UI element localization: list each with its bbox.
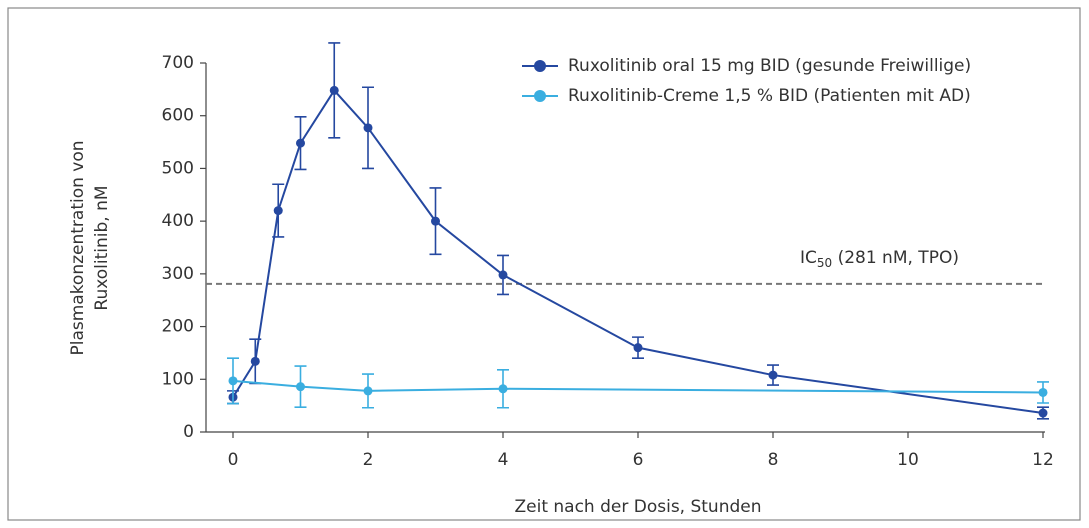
reference-label-part: (281 nM, TPO) (832, 248, 959, 268)
data-point (431, 216, 440, 226)
y-axis-label-line: Ruxolitinib, nM (92, 185, 112, 310)
data-point (296, 138, 305, 148)
data-point (1038, 387, 1048, 397)
y-axis-label: Plasmakonzentration von Ruxolitinib, nM (68, 140, 112, 355)
legend-label: Ruxolitinib oral 15 mg BID (gesunde Frei… (568, 56, 971, 76)
data-point (633, 343, 643, 353)
y-tick-label: 700 (162, 53, 194, 73)
data-point (1038, 408, 1048, 418)
data-point (228, 376, 238, 386)
y-tick-label: 100 (162, 369, 194, 389)
data-point (363, 386, 373, 396)
reference-label: IC50 (281 nM, TPO) (800, 248, 959, 270)
legend-label: Ruxolitinib-Creme 1,5 % BID (Patienten m… (568, 86, 971, 106)
data-point (329, 85, 339, 95)
y-tick-label: 500 (162, 158, 194, 178)
y-tick-label: 300 (162, 264, 194, 284)
x-tick-label: 6 (633, 450, 644, 470)
x-tick-label: 0 (228, 450, 239, 470)
reference-label-part: IC (800, 248, 817, 268)
data-point (768, 370, 778, 380)
frame (7, 7, 1081, 521)
series-line (232, 379, 1044, 394)
reference-label-sub: 50 (817, 255, 832, 269)
data-point (273, 206, 283, 216)
y-tick-label: 0 (183, 422, 194, 442)
x-axis-label: Zeit nach der Dosis, Stunden (514, 497, 761, 517)
y-tick-label: 400 (162, 211, 194, 231)
data-point (250, 356, 260, 366)
data-point (296, 382, 305, 392)
y-axis-label-line: Plasmakonzentration von (68, 140, 88, 355)
x-tick-label: 10 (897, 450, 919, 470)
data-point (498, 270, 508, 280)
x-tick-label: 12 (1032, 450, 1054, 470)
data-point (363, 123, 373, 133)
x-tick-label: 4 (498, 450, 509, 470)
y-tick-label: 600 (162, 106, 194, 126)
y-tick-label: 200 (162, 317, 194, 337)
x-tick-label: 8 (768, 450, 779, 470)
data-point (498, 384, 508, 394)
legend-marker (534, 60, 546, 72)
legend-marker (534, 90, 546, 102)
x-tick-label: 2 (363, 450, 374, 470)
